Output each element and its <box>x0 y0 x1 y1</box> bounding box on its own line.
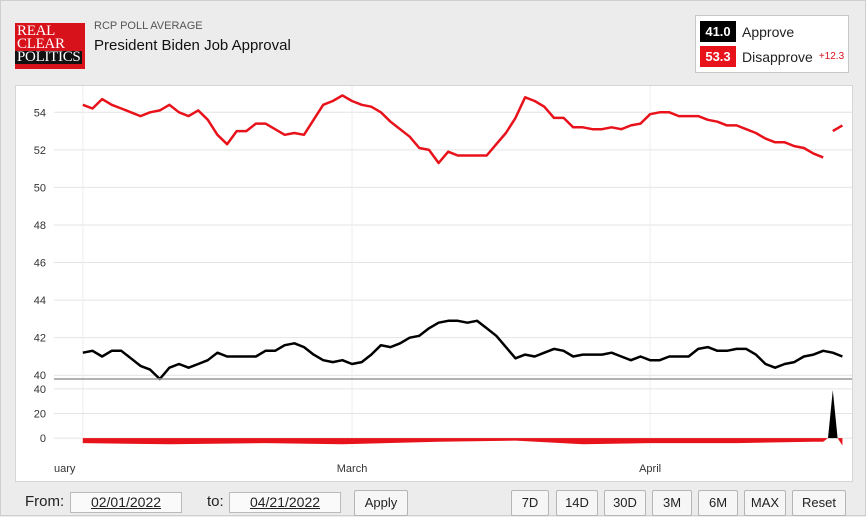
y-tick-label: 48 <box>34 220 46 232</box>
chart-title: President Biden Job Approval <box>94 37 291 54</box>
approve-value: 41.0 <box>700 21 736 42</box>
disapprove-line <box>82 94 824 165</box>
range-30d-button[interactable]: 30D <box>604 490 646 516</box>
x-tick-label: April <box>639 463 661 475</box>
y-tick-label: 52 <box>34 145 46 157</box>
spread-value: +12.3 <box>818 51 845 62</box>
from-label: From: <box>25 493 65 510</box>
range-6m-button[interactable]: 6M <box>698 490 738 516</box>
from-date-input[interactable]: 02/01/2022 <box>70 492 182 513</box>
disapprove-line <box>832 124 844 133</box>
legend: 41.0 Approve 53.3 Disapprove +12.3 <box>695 15 849 73</box>
disapprove-value: 53.3 <box>700 46 736 67</box>
rcp-logo: REAL CLEAR POLITICS <box>15 23 85 69</box>
y-tick-label: 40 <box>34 370 46 382</box>
range-7d-button[interactable]: 7D <box>511 490 549 516</box>
spread-y-tick-label: 40 <box>34 384 46 396</box>
legend-disapprove: 53.3 Disapprove +12.3 <box>700 46 844 67</box>
apply-button[interactable]: Apply <box>354 490 408 516</box>
chart-supertitle: RCP POLL AVERAGE <box>94 20 203 32</box>
spread-positive-area <box>82 390 843 439</box>
approve-label: Approve <box>742 23 795 40</box>
legend-approve: 41.0 Approve <box>700 21 794 42</box>
y-tick-label: 54 <box>34 107 46 119</box>
y-tick-label: 42 <box>34 333 46 345</box>
to-label: to: <box>207 493 224 510</box>
range-14d-button[interactable]: 14D <box>556 490 598 516</box>
reset-button[interactable]: Reset <box>792 490 846 516</box>
date-range-footer: From: 02/01/2022 to: 04/21/2022 Apply 7D… <box>1 487 866 517</box>
spread-y-tick-label: 0 <box>40 433 46 445</box>
y-tick-label: 46 <box>34 258 46 270</box>
range-max-button[interactable]: MAX <box>744 490 786 516</box>
chart-area: 40 42 44 46 48 50 52 54 0 20 40 uary March April <box>15 85 853 482</box>
spread-y-tick-label: 20 <box>34 409 46 421</box>
spread-negative-area <box>82 438 843 446</box>
x-tick-label: March <box>337 463 368 475</box>
x-tick-label: uary <box>54 463 76 475</box>
approve-line <box>82 319 843 381</box>
disapprove-label: Disapprove <box>742 48 813 65</box>
chart-svg: 40 42 44 46 48 50 52 54 0 20 40 uary March April <box>34 86 852 475</box>
y-tick-label: 44 <box>34 295 46 307</box>
y-tick-label: 50 <box>34 182 46 194</box>
to-date-input[interactable]: 04/21/2022 <box>229 492 341 513</box>
range-3m-button[interactable]: 3M <box>652 490 692 516</box>
